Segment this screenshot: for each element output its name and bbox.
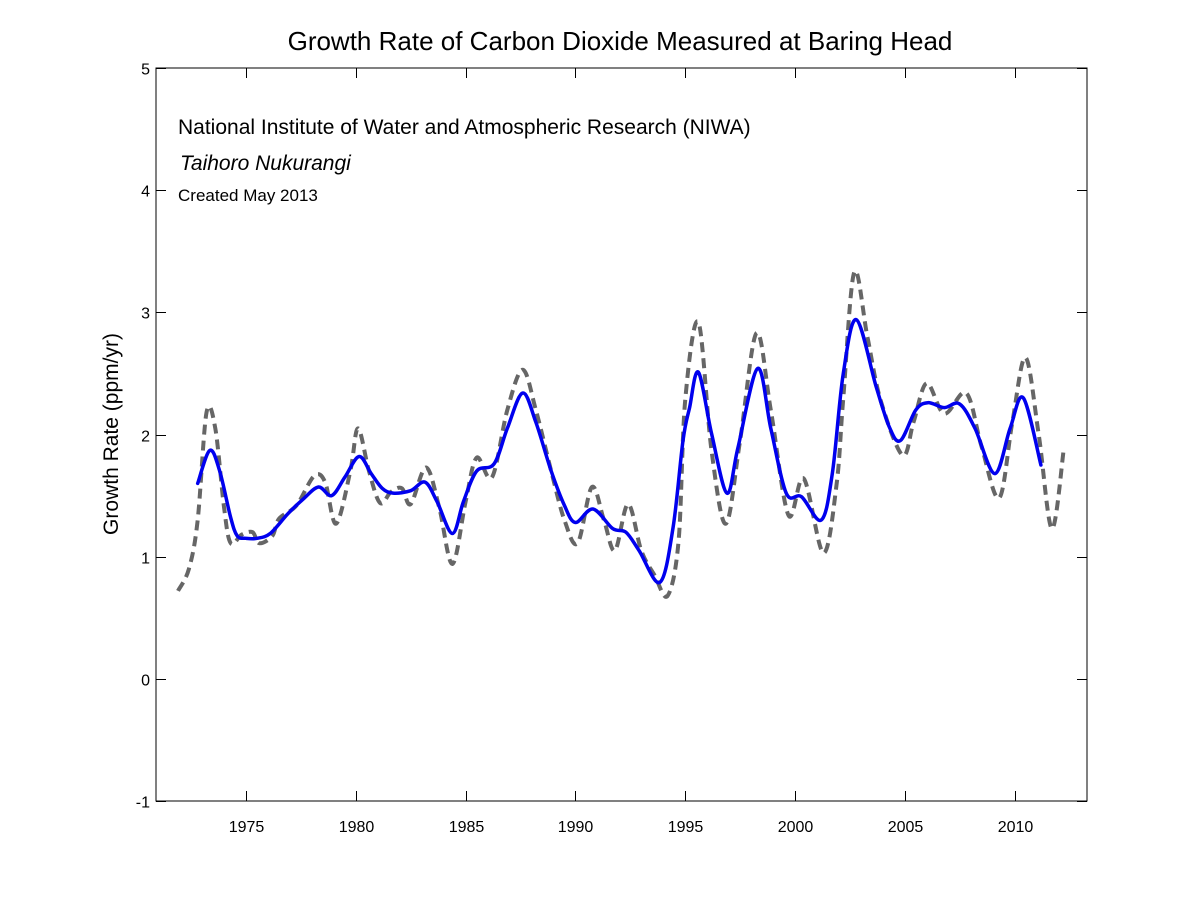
plot-area — [155, 67, 1088, 802]
x-tick-label: 1985 — [449, 819, 485, 836]
chart-title: Growth Rate of Carbon Dioxide Measured a… — [288, 26, 953, 56]
x-tick-label: 2010 — [998, 819, 1034, 836]
x-tick-label: 2000 — [778, 819, 814, 836]
x-tick-label: 1995 — [668, 819, 704, 836]
y-tick-label: -1 — [136, 795, 150, 812]
series-layer — [176, 268, 1066, 599]
x-tick-label: 1990 — [558, 819, 594, 836]
axes-frame — [155, 67, 1088, 802]
y-tick-label: 4 — [141, 184, 150, 201]
y-tick-label: 3 — [141, 306, 150, 323]
y-axis: -1 0 1 2 3 4 5 — [136, 62, 1087, 812]
x-tick-label: 2005 — [888, 819, 924, 836]
annotation-maori-name: Taihoro Nukurangi — [180, 152, 352, 175]
x-tick-label: 1980 — [339, 819, 375, 836]
y-axis-label: Growth Rate (ppm/yr) — [100, 333, 123, 535]
y-tick-label: 5 — [141, 62, 150, 79]
annotation-created-date: Created May 2013 — [178, 186, 318, 205]
x-tick-label: 1975 — [229, 819, 265, 836]
y-tick-label: 1 — [141, 551, 150, 568]
y-tick-label: 0 — [141, 673, 150, 690]
x-axis: 1975 1980 1985 1990 1995 2000 2005 2010 — [229, 68, 1034, 836]
annotation-institute: National Institute of Water and Atmosphe… — [178, 116, 751, 139]
series-line-growth-rate-smoothed — [195, 317, 1043, 585]
y-tick-label: 2 — [141, 429, 150, 446]
